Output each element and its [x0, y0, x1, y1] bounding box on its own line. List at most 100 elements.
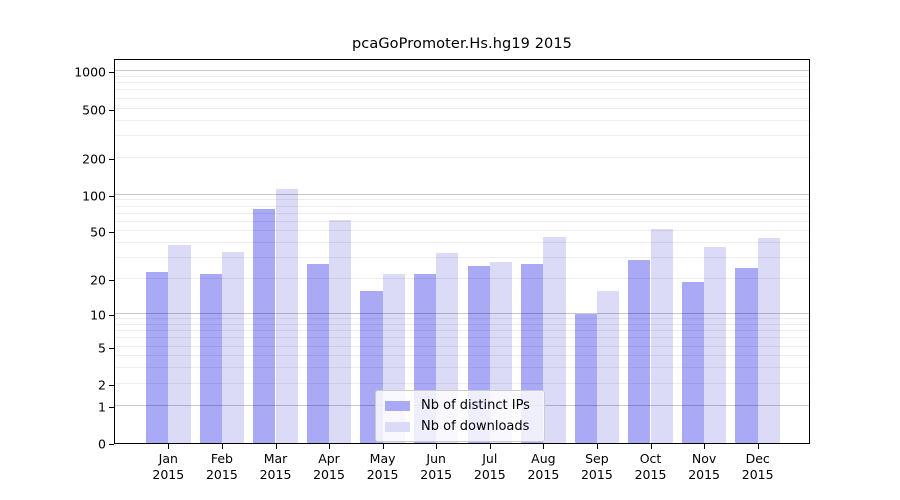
bar-ips-nov — [681, 281, 705, 443]
x-tick-label-oct: Oct 2015 — [634, 451, 667, 482]
gridline-60 — [115, 220, 809, 222]
legend-entry-downloads: Nb of downloads — [385, 419, 535, 434]
chart-title: pcaGoPromoter.Hs.hg19 2015 — [351, 36, 573, 52]
y-tick-mark — [109, 109, 114, 111]
gridline-800 — [115, 82, 809, 84]
x-tick-mark — [382, 444, 384, 449]
bar-downloads-aug — [543, 237, 566, 443]
x-tick-mark — [650, 444, 652, 449]
y-tick-label-10: 10 — [90, 307, 106, 323]
bar-downloads-jan — [168, 244, 191, 443]
gridline-7 — [115, 330, 809, 332]
x-tick-mark — [489, 444, 491, 449]
legend-entry-distinct-ips: Nb of distinct IPs — [385, 398, 535, 413]
legend-label-downloads: Nb of downloads — [421, 419, 530, 434]
gridline-500 — [115, 107, 809, 109]
x-tick-mark — [168, 444, 170, 449]
y-tick-mark — [109, 384, 114, 386]
bar-ips-apr — [306, 263, 329, 443]
y-tick-mark — [109, 232, 114, 234]
x-tick-label-aug: Aug 2015 — [527, 451, 560, 482]
y-tick-label-200: 200 — [82, 151, 106, 167]
y-tick-mark — [109, 406, 114, 408]
gridline-1000 — [115, 70, 809, 72]
bar-ips-mar — [253, 209, 276, 443]
gridline-2 — [115, 382, 809, 384]
x-tick-label-apr: Apr 2015 — [313, 451, 345, 482]
x-tick-mark — [757, 444, 759, 449]
gridline-5 — [115, 345, 809, 347]
gridline-100 — [115, 193, 809, 195]
y-tick-label-100: 100 — [82, 188, 106, 204]
bar-ips-dec — [735, 267, 758, 443]
gridline-900 — [115, 75, 809, 77]
bar-ips-jan — [146, 272, 169, 443]
bar-downloads-nov — [704, 247, 727, 443]
gridline-70 — [115, 212, 809, 214]
x-tick-mark — [329, 444, 330, 449]
y-tick-mark — [109, 315, 114, 316]
x-tick-label-jun: Jun 2015 — [420, 451, 453, 482]
gridline-400 — [115, 119, 809, 121]
x-tick-label-jan: Jan 2015 — [152, 451, 185, 482]
legend-label-distinct-ips: Nb of distinct IPs — [421, 398, 530, 413]
gridline-9 — [115, 318, 809, 320]
gridline-10 — [115, 313, 809, 314]
gridline-30 — [115, 257, 809, 259]
y-tick-label-5: 5 — [98, 340, 106, 356]
x-tick-mark — [596, 444, 598, 449]
bar-ips-oct — [628, 260, 651, 443]
bar-ips-feb — [199, 274, 222, 443]
y-tick-label-1: 1 — [98, 399, 106, 415]
legend-swatch-distinct-ips — [385, 400, 410, 411]
legend: Nb of distinct IPs Nb of downloads — [375, 390, 545, 442]
plot-area: Nb of distinct IPs Nb of downloads — [114, 59, 810, 444]
x-tick-label-may: May 2015 — [366, 451, 399, 482]
bar-downloads-mar — [275, 188, 298, 443]
x-tick-label-jul: Jul 2015 — [473, 451, 506, 482]
y-tick-mark — [109, 347, 114, 349]
y-tick-label-20: 20 — [90, 272, 106, 288]
bar-downloads-dec — [757, 238, 780, 443]
x-tick-mark — [704, 444, 706, 449]
gridline-90 — [115, 199, 809, 201]
x-tick-label-feb: Feb 2015 — [205, 451, 238, 482]
bar-downloads-sep — [596, 290, 620, 443]
y-tick-mark — [109, 158, 114, 160]
y-tick-label-0: 0 — [98, 436, 106, 452]
legend-swatch-downloads — [385, 421, 410, 432]
x-tick-mark — [221, 444, 223, 449]
gridline-40 — [115, 242, 809, 244]
bar-downloads-oct — [650, 229, 673, 443]
gridline-50 — [115, 230, 809, 232]
gridline-80 — [115, 205, 809, 207]
y-tick-label-50: 50 — [90, 224, 106, 240]
bar-ips-sep — [574, 314, 597, 443]
x-tick-label-dec: Dec 2015 — [741, 451, 774, 482]
gridline-600 — [115, 97, 809, 99]
gridline-300 — [115, 134, 809, 136]
x-tick-mark — [543, 444, 545, 449]
gridline-700 — [115, 89, 809, 91]
x-tick-mark — [436, 444, 438, 449]
y-tick-mark — [109, 280, 114, 282]
y-tick-mark — [109, 195, 114, 197]
bar-downloads-feb — [221, 251, 245, 443]
gridline-8 — [115, 323, 809, 325]
y-tick-mark — [109, 72, 114, 74]
gridline-20 — [115, 278, 809, 280]
gridline-3 — [115, 367, 809, 369]
y-tick-mark — [109, 444, 114, 445]
x-tick-mark — [275, 444, 277, 449]
gridline-4 — [115, 355, 809, 357]
gridline-200 — [115, 156, 809, 158]
gridline-6 — [115, 337, 809, 339]
y-tick-label-500: 500 — [82, 102, 106, 117]
y-tick-label-2: 2 — [98, 377, 106, 393]
x-tick-label-nov: Nov 2015 — [688, 451, 720, 482]
x-tick-label-sep: Sep 2015 — [580, 451, 613, 482]
bar-downloads-apr — [329, 220, 352, 443]
x-tick-label-mar: Mar 2015 — [259, 451, 292, 482]
y-tick-label-1000: 1000 — [74, 64, 106, 80]
